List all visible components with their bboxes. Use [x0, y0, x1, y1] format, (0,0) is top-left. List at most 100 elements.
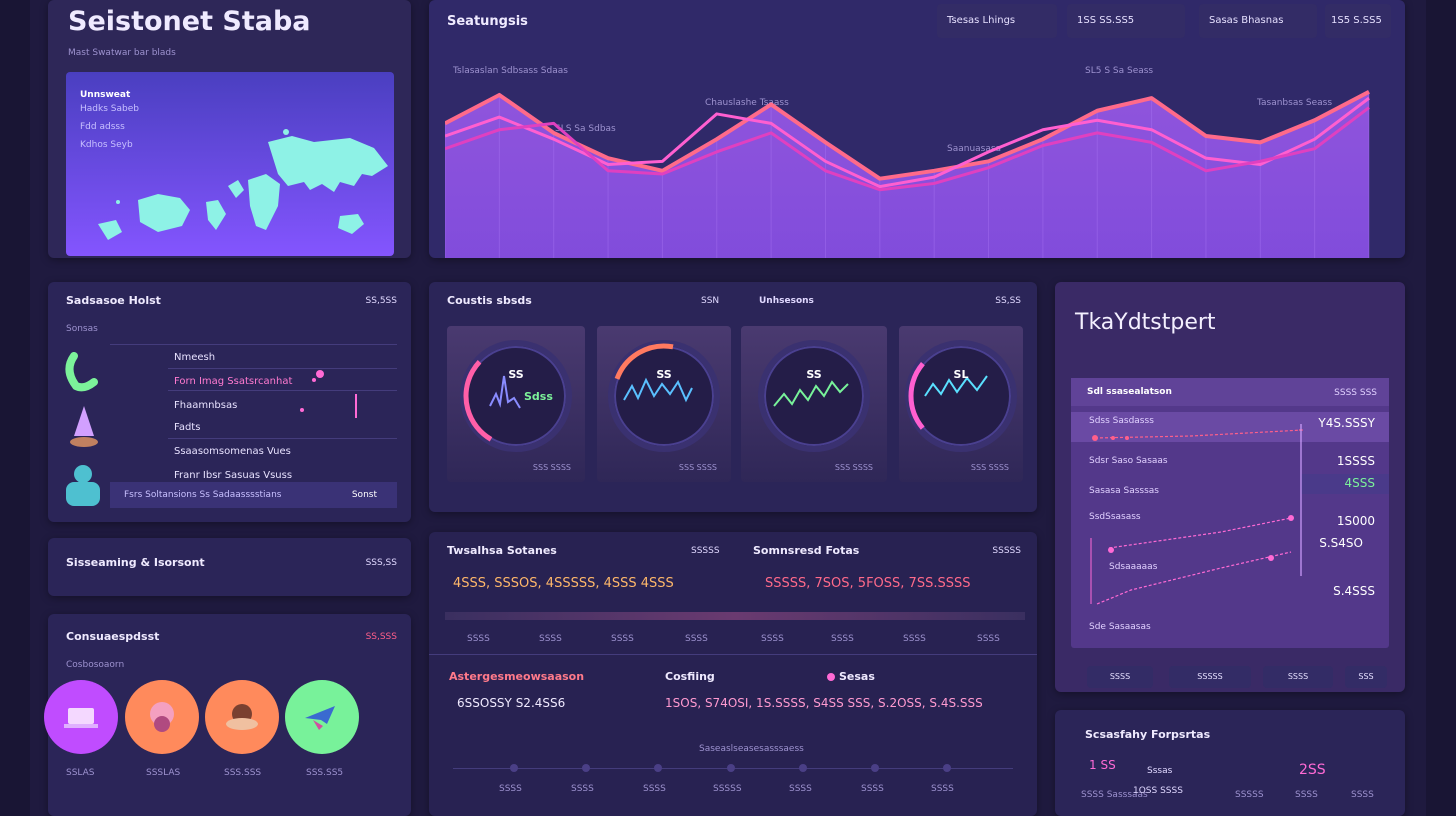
report-button-1[interactable]: SSSS [1087, 666, 1153, 688]
gauge-card-1[interactable]: SS Sdss SSS SSSS [447, 326, 585, 482]
report-row-label-1: Sdss Sasdasss [1089, 416, 1154, 426]
contacts-sub: Sonsas [66, 324, 98, 334]
bottom-header-3: Sesas [839, 670, 875, 683]
report-button-4[interactable]: SSS [1345, 666, 1387, 688]
contact-row-1[interactable]: Nmeesh [174, 352, 216, 363]
streaming-value: SSS,SS [365, 558, 397, 568]
chip-4[interactable]: 1S5 S.SS5 [1325, 4, 1391, 38]
consumer-item-label-3: SSS.SSS [224, 768, 262, 778]
report-highlight-band [1071, 412, 1389, 442]
report-button-2[interactable]: SSSSS [1169, 666, 1251, 688]
trading-tick-5: SSSS [761, 634, 784, 644]
trading-left-title: Twsalhsa Sotanes [447, 544, 557, 557]
consumer-item-label-2: SSSLAS [146, 768, 181, 778]
report-green-band [1301, 474, 1389, 494]
gauge-2: SS [608, 340, 720, 452]
report-row-value-6: S.4SSS [1333, 584, 1375, 598]
consumer-item-label-1: SSLAS [66, 768, 95, 778]
gauge-foot-4: SSS SSSS [970, 463, 1009, 472]
props-s1: SSSSS [1235, 790, 1264, 800]
right-rail [1426, 0, 1456, 816]
report-panel: TkaYdtstpert Sdl ssasealatson SSSS SSS S… [1055, 282, 1405, 692]
bottom-dot-6 [871, 764, 879, 772]
report-title: TkaYdtstpert [1075, 310, 1216, 335]
report-row-value-2: 1SSSS [1336, 454, 1375, 468]
map-panel: Seistonet Staba Mast Swatwar bar blads U… [48, 0, 411, 258]
report-row-value-3: 4SSS [1344, 476, 1376, 490]
plane-icon[interactable] [285, 680, 359, 754]
main-line-chart [445, 90, 1370, 258]
props-s3: SSSS [1351, 790, 1374, 800]
page-title: Seistonet Staba [68, 6, 311, 37]
consumer-sub: Cosbosoaorn [66, 660, 125, 670]
contact-row-6[interactable]: Franr Ibsr Sasuas Vsuss [174, 470, 293, 481]
report-row-value-5: S.S4SO [1319, 536, 1363, 550]
contact-row-4[interactable]: Fadts [174, 422, 201, 433]
trading-tick-4: SSSS [685, 634, 708, 644]
laptop-icon[interactable] [44, 680, 118, 754]
report-row-label-7: Sde Sasaasas [1089, 622, 1151, 632]
food-icon[interactable] [205, 680, 279, 754]
chip-2[interactable]: 1SS SS.SS5 [1067, 4, 1185, 38]
chip-3[interactable]: Sasas Bhasnas [1199, 4, 1317, 38]
contact-row-7[interactable]: Fsrs Soltansions Ss Sadaasssstians [124, 490, 282, 500]
pen-icon [70, 406, 98, 447]
map-card[interactable]: Unnsweat Hadks Sabeb Fdd adsss Kdhos Sey… [66, 72, 394, 256]
gauge-value-1: SS [508, 368, 524, 381]
trading-tick-3: SSSS [611, 634, 634, 644]
annotation-2: SLS Sa Sdbas [555, 124, 616, 134]
report-trend-lines [1090, 424, 1304, 605]
report-card-header [1071, 378, 1389, 406]
report-row-label-4: SsdSsasass [1089, 512, 1141, 522]
bottom-caption: Saseaslseasesasssaess [699, 744, 804, 754]
map-card-line-2: Fdd adsss [80, 122, 125, 132]
gauge-value-3: SS [806, 368, 822, 381]
gauges-panel: Coustis sbsds SSN Unhsesons SS,SS SS Sds… [429, 282, 1037, 512]
bottom-header-2: Cosfiing [665, 670, 715, 683]
trading-tick-2: SSSS [539, 634, 562, 644]
gauge-foot-1: SSS SSSS [532, 463, 571, 472]
chart-series-line-1 [445, 90, 1370, 181]
gauges-v1: SSN [701, 296, 720, 306]
props-n2: Sssas [1147, 766, 1173, 776]
trading-right-title: Somnsresd Fotas [753, 544, 860, 557]
gauge-ring-3 [773, 380, 849, 407]
props-n4: 1OSS SSSS [1133, 786, 1183, 796]
gauge-ring-4 [908, 343, 1014, 449]
chart-series-line-2 [445, 96, 1370, 189]
streaming-panel: Sisseaming & Isorsont SSS,SS [48, 538, 411, 596]
contact-badge: Sonst [351, 490, 377, 500]
gauge-card-2[interactable]: SS SSS SSSS [597, 326, 731, 482]
contact-highlight-row[interactable] [110, 482, 397, 508]
gauge-foot-2: SSS SSSS [678, 463, 717, 472]
trading-tick-7: SSSS [903, 634, 926, 644]
trading-right-numbers: SSSSS, 7SOS, 5FOSS, 7SS.SSSS [765, 576, 971, 591]
report-row-value-4: 1S000 [1336, 514, 1375, 528]
contact-row-5[interactable]: Ssaasomsomenas Vues [174, 446, 291, 457]
annotation-6: Saanuasasa [947, 144, 1002, 154]
props-n5: 2SS [1299, 762, 1326, 778]
gauge-card-3[interactable]: SS SSS SSSS [741, 326, 887, 482]
contact-row-2[interactable]: Forn Imag Ssatsrcanhat [174, 376, 293, 387]
report-sub-value: SSSS SSS [1334, 388, 1377, 398]
trading-tick-8: SSSS [977, 634, 1000, 644]
gauge-card-4[interactable]: SL SSS SSSS [899, 326, 1023, 482]
report-button-3[interactable]: SSSS [1263, 666, 1333, 688]
gauge-ring-1 [463, 343, 569, 449]
contacts-panel: Sadsasoe Holst SS,5SS Sonsas Nmeesh Forn… [48, 282, 411, 522]
gauge-value-4: SL [953, 368, 969, 381]
contact-row-3[interactable]: Fhaamnbsas [174, 400, 238, 411]
left-rail [0, 0, 30, 816]
gift-icon[interactable] [125, 680, 199, 754]
contacts-markers [300, 370, 357, 418]
gauge-ring-2 [611, 343, 717, 449]
gauge-foot-3: SSS SSSS [834, 463, 873, 472]
bottom-label-4: SSSSS [713, 784, 742, 794]
bottom-dot-2 [582, 764, 590, 772]
annotation-5: Tasanbsas Seass [1257, 98, 1333, 108]
chip-1[interactable]: Tsesas Lhings [937, 4, 1057, 38]
props-n1: 1 SS [1089, 758, 1116, 772]
map-card-line-1: Hadks Sabeb [80, 104, 139, 114]
gauges-v3: SS,SS [995, 296, 1021, 306]
gauge-extra-1: Sdss [524, 390, 553, 403]
